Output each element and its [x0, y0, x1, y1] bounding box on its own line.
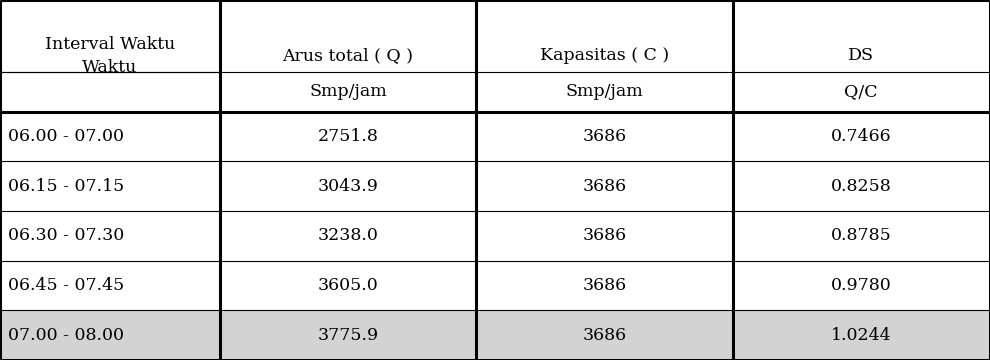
- Bar: [0, 310, 220, 360]
- Text: Interval Waktu
Waktu: Interval Waktu Waktu: [45, 36, 175, 76]
- Text: 3686: 3686: [582, 277, 627, 294]
- Text: 3686: 3686: [582, 227, 627, 244]
- Text: 0.7466: 0.7466: [831, 128, 892, 145]
- Text: 3775.9: 3775.9: [318, 327, 378, 344]
- Text: 0.9780: 0.9780: [831, 277, 892, 294]
- Text: 1.0244: 1.0244: [831, 327, 892, 344]
- Text: 3605.0: 3605.0: [318, 277, 378, 294]
- Bar: [476, 0, 733, 112]
- Bar: [220, 261, 476, 310]
- Bar: [0, 261, 220, 310]
- Text: 3043.9: 3043.9: [318, 177, 378, 195]
- Text: 07.00 - 08.00: 07.00 - 08.00: [8, 327, 124, 344]
- Bar: [0, 0, 220, 112]
- Text: 3686: 3686: [582, 327, 627, 344]
- Bar: [476, 310, 733, 360]
- Bar: [220, 0, 476, 112]
- Bar: [220, 112, 476, 161]
- Text: Kapasitas ( C ): Kapasitas ( C ): [540, 47, 669, 64]
- Bar: [0, 112, 220, 161]
- Text: 06.30 - 07.30: 06.30 - 07.30: [8, 227, 124, 244]
- Text: 2751.8: 2751.8: [318, 128, 378, 145]
- Bar: [733, 0, 990, 112]
- Bar: [0, 161, 220, 211]
- Bar: [476, 161, 733, 211]
- Text: 0.8258: 0.8258: [831, 177, 892, 195]
- Text: Smp/jam: Smp/jam: [309, 83, 387, 100]
- Text: 06.15 - 07.15: 06.15 - 07.15: [8, 177, 124, 195]
- Bar: [733, 310, 990, 360]
- Text: Smp/jam: Smp/jam: [565, 83, 644, 100]
- Bar: [476, 261, 733, 310]
- Text: Q/C: Q/C: [844, 83, 878, 100]
- Text: DS: DS: [848, 47, 874, 64]
- Text: Arus total ( Q ): Arus total ( Q ): [282, 47, 414, 64]
- Bar: [220, 310, 476, 360]
- Bar: [220, 211, 476, 261]
- Text: 3686: 3686: [582, 177, 627, 195]
- Bar: [476, 112, 733, 161]
- Text: 0.8785: 0.8785: [831, 227, 892, 244]
- Bar: [733, 211, 990, 261]
- Bar: [0, 211, 220, 261]
- Text: 3238.0: 3238.0: [318, 227, 378, 244]
- Text: 06.45 - 07.45: 06.45 - 07.45: [8, 277, 124, 294]
- Text: 3686: 3686: [582, 128, 627, 145]
- Bar: [733, 261, 990, 310]
- Bar: [733, 161, 990, 211]
- Bar: [476, 211, 733, 261]
- Bar: [220, 161, 476, 211]
- Text: 06.00 - 07.00: 06.00 - 07.00: [8, 128, 124, 145]
- Bar: [733, 112, 990, 161]
